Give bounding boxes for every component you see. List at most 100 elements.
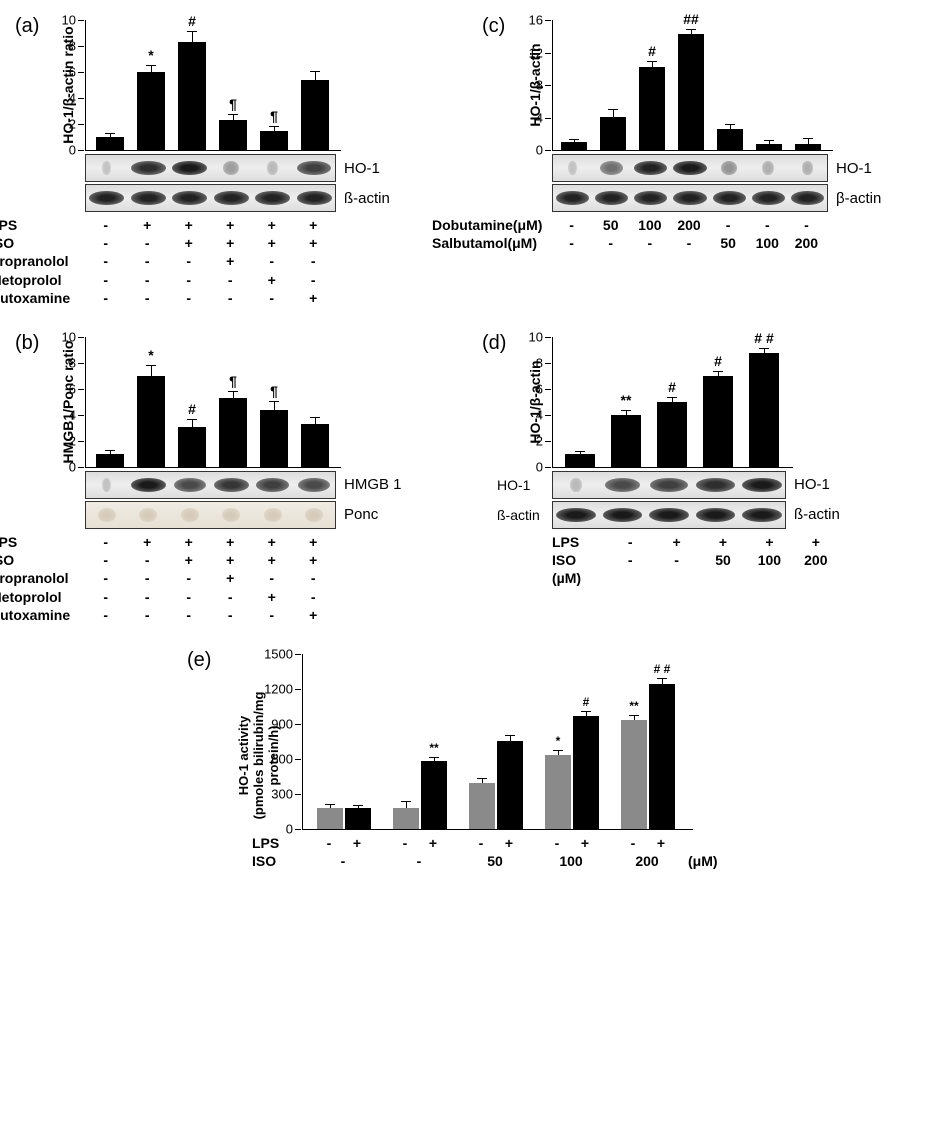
blot-label: ß-actin [344, 190, 390, 207]
bar [219, 120, 247, 150]
bar [749, 353, 779, 467]
condition-value: - [293, 588, 335, 606]
western-blot [552, 184, 828, 212]
y-tick-label: 600 [271, 751, 293, 766]
bar [639, 67, 665, 150]
condition-value: + [168, 533, 210, 551]
panel-label: (c) [482, 15, 505, 38]
y-tick-label: 2 [69, 433, 76, 448]
bar-grey [621, 720, 647, 829]
western-blot [552, 154, 828, 182]
condition-value: - [787, 216, 826, 234]
condition-value: + [210, 551, 252, 569]
y-tick-label: 8 [69, 355, 76, 370]
condition-value: + [168, 551, 210, 569]
condition-value: + [210, 216, 252, 234]
condition-label: Butoxamine [0, 289, 85, 307]
western-blot [85, 501, 336, 529]
significance-marker: # [188, 401, 196, 417]
significance-marker: # # [754, 330, 773, 346]
condition-label: Propranolol [0, 569, 85, 587]
condition-value: - [591, 234, 630, 252]
y-tick-label: 0 [536, 143, 543, 158]
significance-marker: ** [429, 741, 438, 755]
condition-value: - [85, 606, 127, 624]
condition-label: LPS [552, 533, 607, 551]
condition-value: - [544, 834, 570, 852]
bar-black [649, 684, 675, 829]
bar [657, 402, 687, 467]
condition-value: + [210, 569, 252, 587]
condition-value: - [127, 271, 169, 289]
blot-label: HO-1 [344, 160, 380, 177]
bar [678, 34, 704, 150]
y-tick-label: 4 [69, 91, 76, 106]
condition-value: - [127, 606, 169, 624]
significance-marker: ## [683, 11, 699, 27]
y-tick-label: 8 [536, 78, 543, 93]
bar [611, 415, 641, 467]
y-tick-label: 16 [529, 13, 543, 28]
condition-value: - [168, 289, 210, 307]
condition-value: - [607, 551, 653, 569]
condition-value: + [700, 533, 746, 551]
condition-value: - [168, 252, 210, 270]
condition-label: ISO [0, 234, 85, 252]
condition-value: - [251, 289, 293, 307]
significance-marker: * [556, 734, 561, 748]
condition-value: + [251, 533, 293, 551]
condition-value: + [293, 216, 335, 234]
blot-label: β-actin [836, 190, 881, 207]
y-tick-label: 10 [529, 329, 543, 344]
condition-label: Salbutamol(μM) [432, 234, 552, 252]
bar [260, 410, 288, 467]
condition-value: - [210, 271, 252, 289]
condition-value: + [572, 834, 598, 852]
western-blot [85, 184, 336, 212]
condition-value: - [293, 271, 335, 289]
condition-value: - [85, 569, 127, 587]
y-tick-label: 0 [69, 459, 76, 474]
y-tick-label: 4 [69, 407, 76, 422]
bar [219, 398, 247, 467]
bar-grey [393, 808, 419, 829]
condition-value: 100 [746, 551, 792, 569]
condition-value: - [168, 569, 210, 587]
bar [260, 131, 288, 151]
condition-value: - [251, 569, 293, 587]
blot-left-label: ß-actin [497, 507, 552, 523]
significance-marker: # [583, 695, 590, 709]
condition-value: - [127, 569, 169, 587]
condition-label: LPS [0, 533, 85, 551]
condition-value: - [168, 271, 210, 289]
condition-label: (µM) [552, 569, 607, 587]
significance-marker: # [668, 379, 676, 395]
condition-value: - [85, 216, 127, 234]
bar-black [497, 741, 523, 829]
western-blot [85, 154, 336, 182]
y-tick-label: 10 [62, 13, 76, 28]
condition-label: Butoxamine [0, 606, 85, 624]
y-tick-label: 10 [62, 329, 76, 344]
condition-value: + [293, 289, 335, 307]
condition-value: - [85, 271, 127, 289]
significance-marker: ** [629, 699, 638, 713]
y-tick-label: 12 [529, 45, 543, 60]
condition-value: - [168, 588, 210, 606]
condition-value: 100 [748, 234, 787, 252]
bar [795, 144, 821, 150]
bar-grey [317, 808, 343, 829]
panel-label: (d) [482, 332, 506, 355]
condition-value: - [85, 234, 127, 252]
blot-label: Ponc [344, 506, 378, 523]
condition-value: + [168, 216, 210, 234]
panel-label: (a) [15, 15, 39, 38]
significance-marker: * [148, 47, 153, 63]
condition-value: - [653, 551, 699, 569]
condition-value: - [85, 252, 127, 270]
condition-value: - [85, 533, 127, 551]
panel-label: (e) [187, 649, 211, 672]
condition-value: 200 [620, 852, 674, 870]
condition-value: - [709, 216, 748, 234]
condition-value: + [168, 234, 210, 252]
